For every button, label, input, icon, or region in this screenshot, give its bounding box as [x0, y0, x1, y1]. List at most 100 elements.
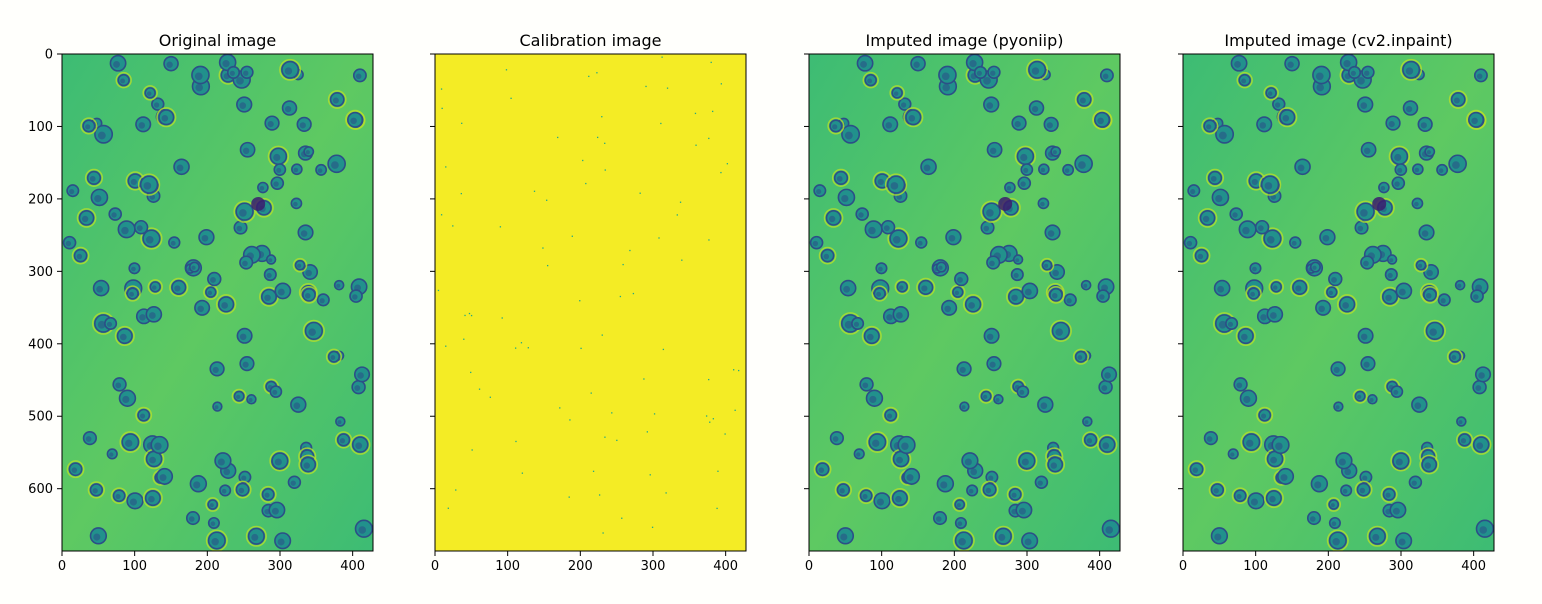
- x-tick-label: 100: [1243, 559, 1268, 574]
- cell-core: [1234, 60, 1241, 68]
- cell-rim: [980, 480, 999, 499]
- cell-core: [138, 122, 146, 129]
- calibration-dot: [440, 88, 443, 90]
- cell-core: [1418, 263, 1423, 268]
- cell-core: [989, 147, 997, 155]
- calibration-background: [435, 54, 746, 551]
- cell-core: [921, 285, 928, 292]
- cell-core: [236, 394, 241, 400]
- x-tick-label: 200: [1316, 559, 1341, 574]
- cell-rim: [903, 107, 924, 128]
- cell-core: [1031, 105, 1039, 113]
- cell-core: [1011, 294, 1018, 302]
- cell-core: [264, 294, 271, 302]
- cell-core: [284, 105, 292, 113]
- cell-rim: [1047, 285, 1065, 304]
- cell-core: [1024, 288, 1032, 296]
- cell-core: [1414, 167, 1420, 173]
- cell-core: [1363, 260, 1369, 267]
- image-area: [809, 54, 1120, 551]
- cell-core: [908, 115, 916, 122]
- cell-rim: [889, 85, 905, 101]
- cell-core: [214, 405, 219, 410]
- cell-rim: [882, 406, 900, 424]
- cell-core: [1476, 442, 1484, 450]
- cell-core: [1398, 538, 1406, 546]
- cell-core: [1385, 294, 1392, 302]
- calibration-dot: [592, 470, 595, 472]
- cell-rim: [827, 117, 845, 135]
- cell-core: [899, 285, 904, 290]
- cell-core: [330, 355, 336, 360]
- calibration-dot: [437, 289, 440, 292]
- calibration-dot: [724, 433, 726, 435]
- cell-rim: [834, 481, 853, 499]
- cell-core: [1266, 236, 1275, 244]
- cell-rim: [140, 227, 163, 250]
- cell-core: [1259, 122, 1267, 129]
- cell-core: [1473, 294, 1479, 300]
- cell-core: [109, 452, 114, 457]
- cell-core: [1357, 77, 1365, 85]
- cell-core: [1342, 302, 1349, 309]
- calibration-dot: [460, 192, 462, 195]
- cell-core: [1372, 533, 1380, 541]
- cell-core: [1360, 102, 1368, 109]
- cell-rim: [1235, 325, 1256, 347]
- cell-core: [1214, 533, 1222, 541]
- cell-core: [1322, 234, 1330, 242]
- calibration-dot: [708, 239, 710, 241]
- x-tick-label: 300: [1389, 559, 1414, 574]
- cell-core: [1360, 333, 1368, 341]
- axes-frame: [808, 53, 1121, 552]
- cell-core: [985, 487, 992, 494]
- cell-core: [1047, 230, 1055, 237]
- cell-core: [241, 475, 247, 481]
- cell-core: [239, 209, 247, 217]
- cell-rim: [818, 246, 837, 265]
- cell-core: [895, 495, 902, 503]
- cell-core: [242, 260, 248, 267]
- cell-rim: [1448, 90, 1468, 109]
- cell-core: [1269, 312, 1277, 319]
- cell-core: [243, 70, 249, 76]
- cell-core: [1236, 382, 1243, 389]
- panel-title: Original image: [159, 31, 277, 50]
- calibration-dot: [441, 107, 443, 110]
- cell-core: [1246, 439, 1254, 447]
- cell-rim: [327, 90, 347, 109]
- cell-core: [1453, 97, 1460, 104]
- cell-core: [259, 186, 265, 191]
- cell-core: [97, 131, 106, 140]
- cell-core: [1210, 175, 1217, 182]
- cell-core: [194, 72, 203, 81]
- cell-core: [1360, 209, 1368, 217]
- image-area: [435, 54, 746, 551]
- cell-core: [1331, 521, 1337, 527]
- cell-core: [111, 212, 117, 218]
- cell-core: [1260, 314, 1267, 321]
- cell-rim: [205, 497, 221, 512]
- image-area: [1183, 54, 1494, 551]
- cell-core: [944, 305, 951, 313]
- cell-core: [1342, 488, 1348, 494]
- cell-core: [1385, 492, 1391, 498]
- cell-core: [1291, 240, 1297, 246]
- cell-core: [900, 102, 907, 108]
- cell-rim: [992, 525, 1014, 547]
- cell-core: [85, 124, 91, 130]
- cell-core: [970, 468, 978, 476]
- calibration-dot: [646, 431, 648, 433]
- cell-rim: [1380, 485, 1398, 503]
- calibration-dot: [651, 526, 654, 528]
- cell-core: [350, 117, 357, 125]
- calibration-dot: [510, 97, 512, 99]
- cell-rim: [298, 454, 319, 475]
- calibration-dot: [712, 110, 714, 113]
- cell-core: [1084, 420, 1089, 425]
- cell-core: [1040, 402, 1048, 410]
- calibration-dot: [569, 419, 571, 421]
- panel-title: Calibration image: [520, 31, 662, 50]
- cell-core: [1411, 480, 1417, 486]
- calibration-dot: [515, 440, 517, 443]
